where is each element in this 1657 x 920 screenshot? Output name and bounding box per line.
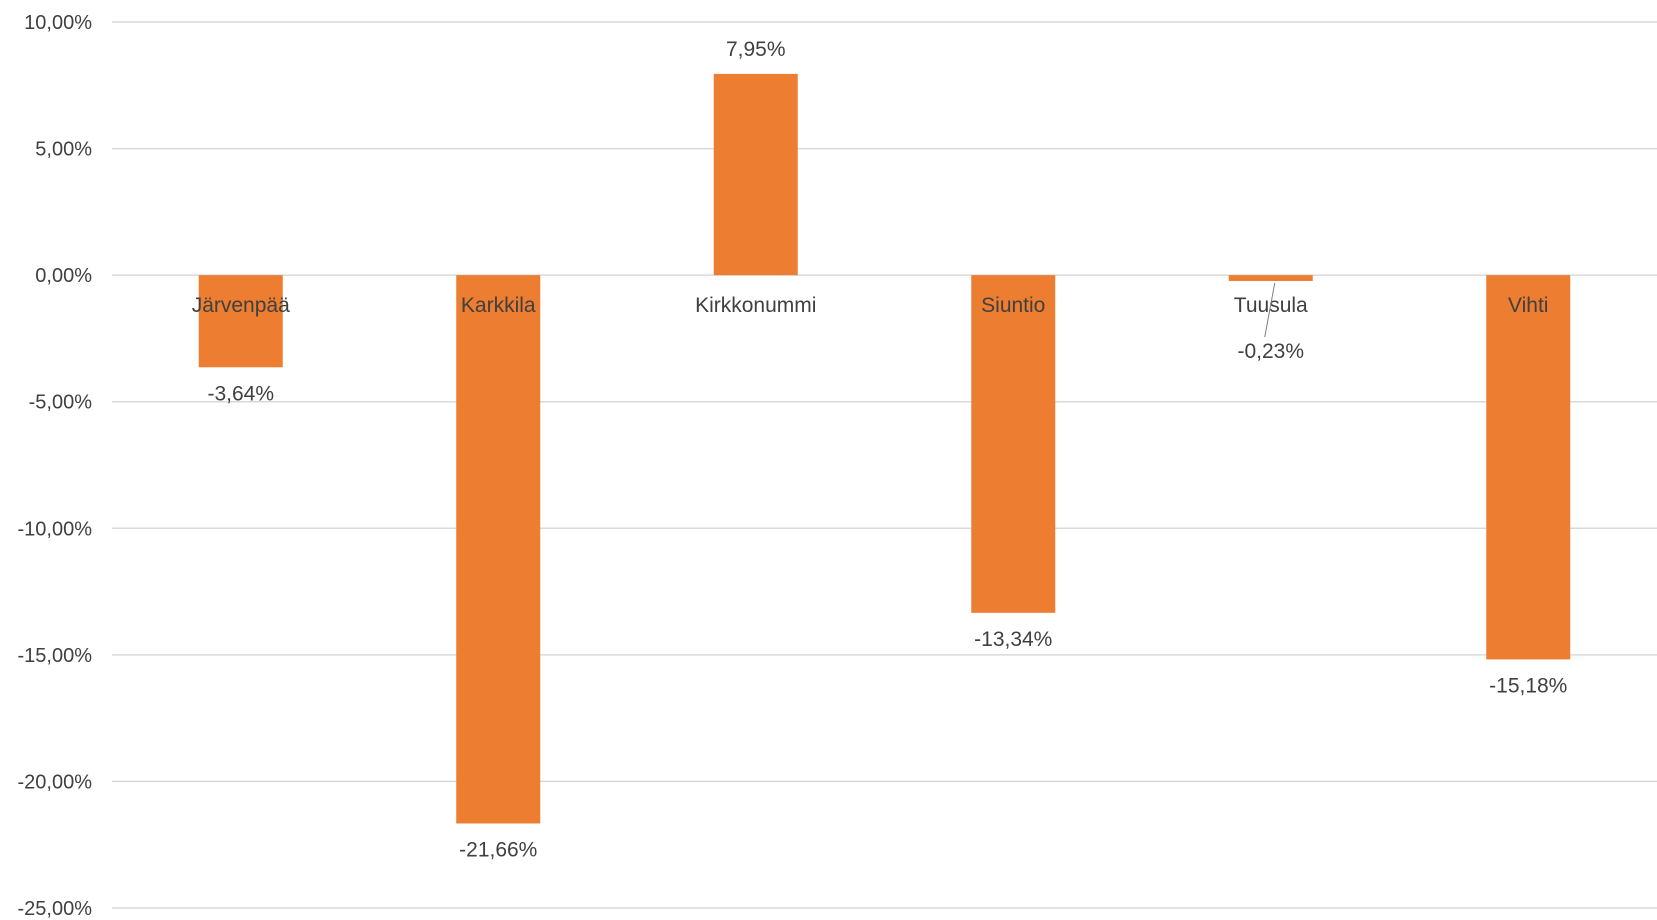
y-tick-label: -15,00%	[18, 645, 93, 667]
bar	[456, 275, 541, 824]
category-label: Kirkkonummi	[695, 294, 816, 317]
y-axis-tick-labels: 10,00% 5,00% 0,00% -5,00% -10,00% -15,00% -20,…	[18, 12, 93, 920]
category-label: Karkkila	[461, 294, 536, 317]
y-tick-label: 10,00%	[24, 12, 92, 34]
data-labels: -3,64% -21,66% 7,95% -13,34% -0,23% -15,18%	[207, 38, 1567, 862]
category-label: Järvenpää	[192, 294, 290, 317]
bars	[198, 73, 1571, 824]
y-tick-label: 5,00%	[35, 139, 92, 161]
y-tick-label: 0,00%	[35, 265, 92, 287]
y-tick-label: -20,00%	[18, 771, 93, 793]
y-tick-label: -10,00%	[18, 518, 93, 540]
y-tick-label: -5,00%	[29, 392, 93, 414]
y-tick-label: -25,00%	[18, 898, 93, 920]
category-label: Siuntio	[981, 294, 1045, 317]
data-label-leader-line	[1264, 282, 1276, 338]
bar	[971, 275, 1056, 613]
bar	[198, 275, 283, 368]
category-label: Vihti	[1508, 294, 1548, 317]
gridlines	[112, 21, 1657, 909]
bar	[1486, 275, 1571, 660]
category-labels: JärvenpääKarkkilaKirkkonummiSiuntioTuusu…	[192, 294, 1549, 317]
data-label: 7,95%	[726, 38, 786, 61]
data-label: -21,66%	[459, 838, 537, 861]
data-label: -0,23%	[1237, 340, 1304, 363]
data-label: -13,34%	[974, 628, 1052, 651]
data-label: -3,64%	[207, 382, 274, 405]
bar	[713, 73, 798, 276]
data-label: -15,18%	[1489, 674, 1567, 697]
bar	[1228, 275, 1313, 281]
